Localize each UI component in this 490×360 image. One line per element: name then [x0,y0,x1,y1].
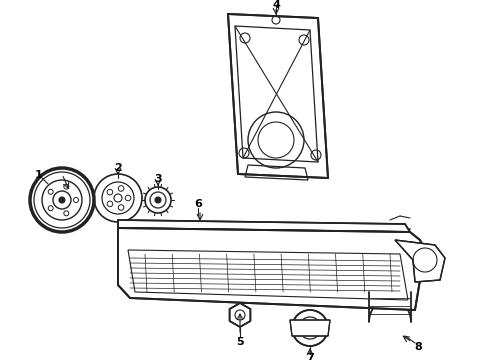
Circle shape [292,310,328,346]
Text: 5: 5 [236,337,244,347]
Polygon shape [228,14,328,178]
Text: 6: 6 [194,199,202,209]
Polygon shape [230,303,250,327]
Polygon shape [118,220,410,232]
Text: 3: 3 [154,174,162,184]
Text: 1: 1 [35,170,43,180]
Polygon shape [290,320,330,336]
Circle shape [155,197,161,203]
Polygon shape [395,240,445,282]
Text: 7: 7 [306,353,314,360]
Text: 8: 8 [414,342,422,352]
Text: 2: 2 [114,163,122,173]
Polygon shape [118,228,425,310]
Text: 4: 4 [272,0,280,10]
Circle shape [59,197,65,203]
